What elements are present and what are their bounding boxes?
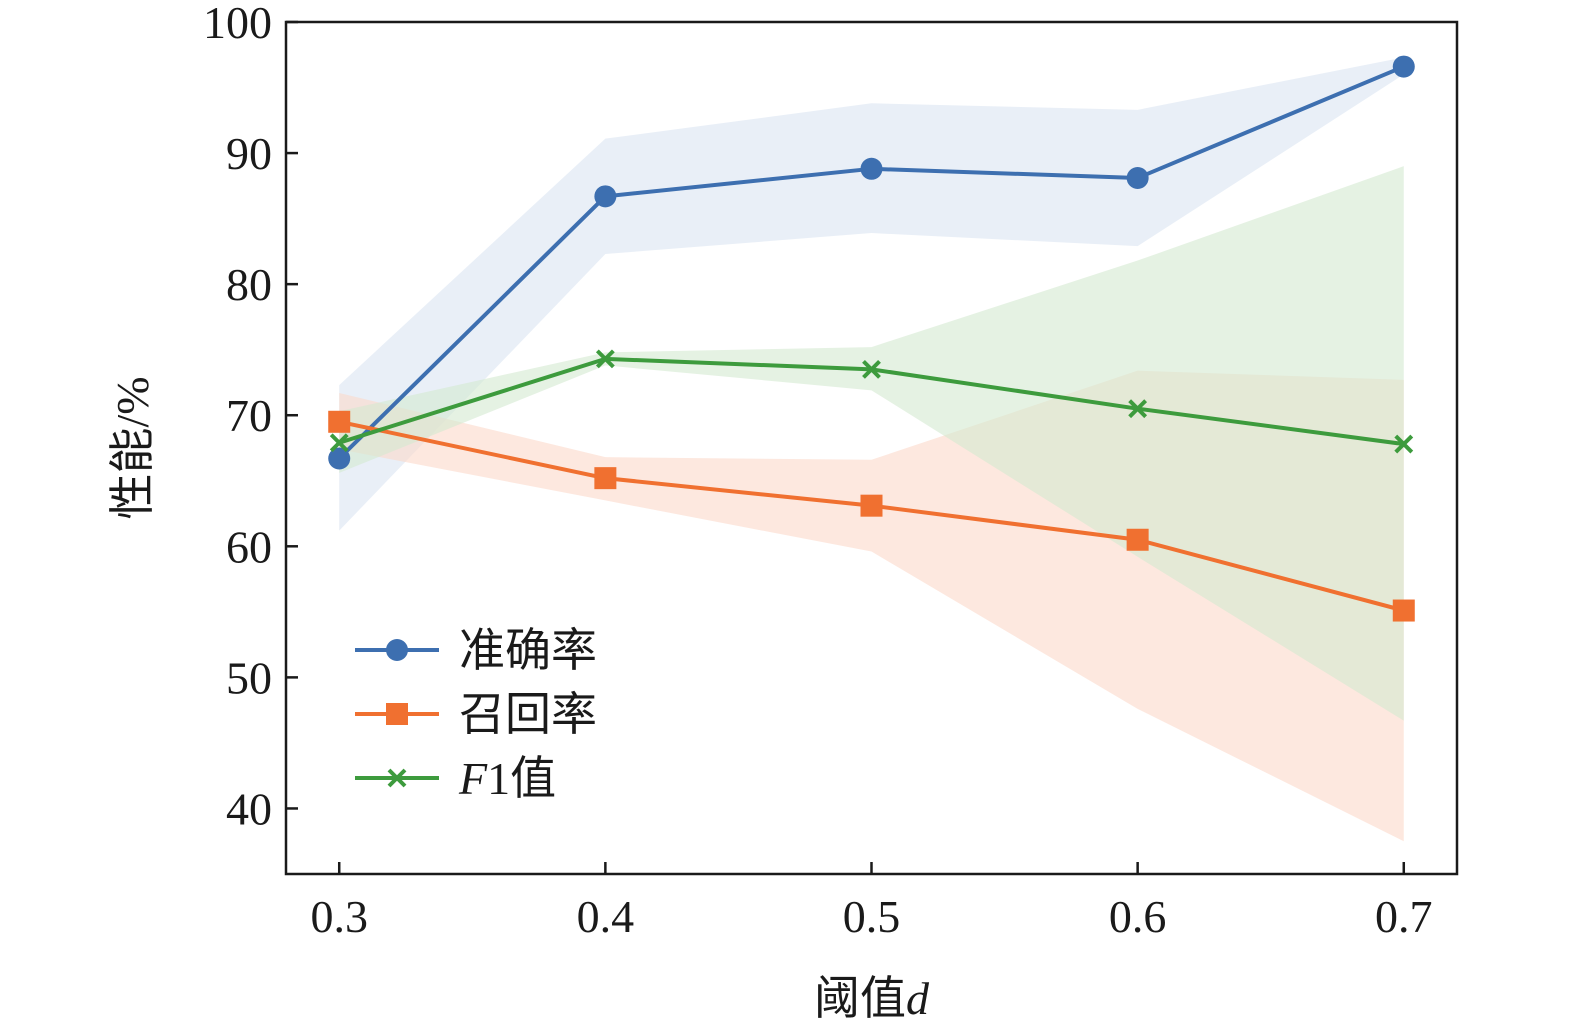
series-3-point (1394, 434, 1414, 454)
series-1-point (1392, 55, 1415, 78)
legend-label: 召回率 (459, 689, 597, 740)
series-3-band (339, 166, 1404, 721)
series-2-point (860, 494, 883, 517)
y-tick-label: 100 (203, 0, 272, 48)
legend-marker (386, 703, 408, 725)
legend-item-2: 召回率 (355, 689, 597, 740)
series-3-point (1128, 399, 1148, 419)
series-2-point (594, 467, 617, 490)
series-3-point (329, 433, 349, 453)
y-axis-ticks: 40 50 60 70 80 90 100 (203, 0, 298, 834)
x-tick-label: 0.3 (310, 891, 368, 942)
x-tick-label: 0.5 (843, 891, 901, 942)
legend-label: 准确率 (459, 625, 597, 676)
legend-item-1: 准确率 (355, 625, 597, 676)
y-axis-title: 性能/% (107, 376, 158, 519)
series-1-point (1126, 166, 1149, 189)
series-3-point (595, 349, 615, 369)
y-tick-label: 40 (226, 783, 272, 834)
x-axis-title-text: 阈值 (814, 973, 906, 1024)
legend-label: F1值 (458, 753, 556, 804)
series-2-point (1392, 599, 1415, 622)
x-axis-title: 阈值d (814, 973, 930, 1024)
y-tick-label: 50 (226, 652, 272, 703)
legend-marker (386, 639, 408, 661)
y-tick-label: 80 (226, 259, 272, 310)
y-tick-label: 70 (226, 390, 272, 441)
x-tick-label: 0.6 (1109, 891, 1167, 942)
legend-marker (387, 768, 407, 788)
y-tick-label: 90 (226, 128, 272, 179)
legend-item-3: F1值 (355, 753, 556, 804)
series-1-point (860, 157, 883, 180)
x-axis-title-variable: d (906, 973, 930, 1024)
x-tick-label: 0.4 (577, 891, 635, 942)
series-3-point (862, 359, 881, 379)
y-tick-label: 60 (226, 521, 272, 572)
series-2-point (328, 410, 351, 433)
series-1-point (328, 447, 351, 470)
series-2-point (1126, 528, 1149, 551)
series-1-point (594, 185, 617, 208)
x-axis-ticks: 0.3 0.4 0.5 0.6 0.7 (310, 862, 1433, 942)
series-markers (328, 55, 1415, 622)
x-tick-label: 0.7 (1375, 891, 1433, 942)
